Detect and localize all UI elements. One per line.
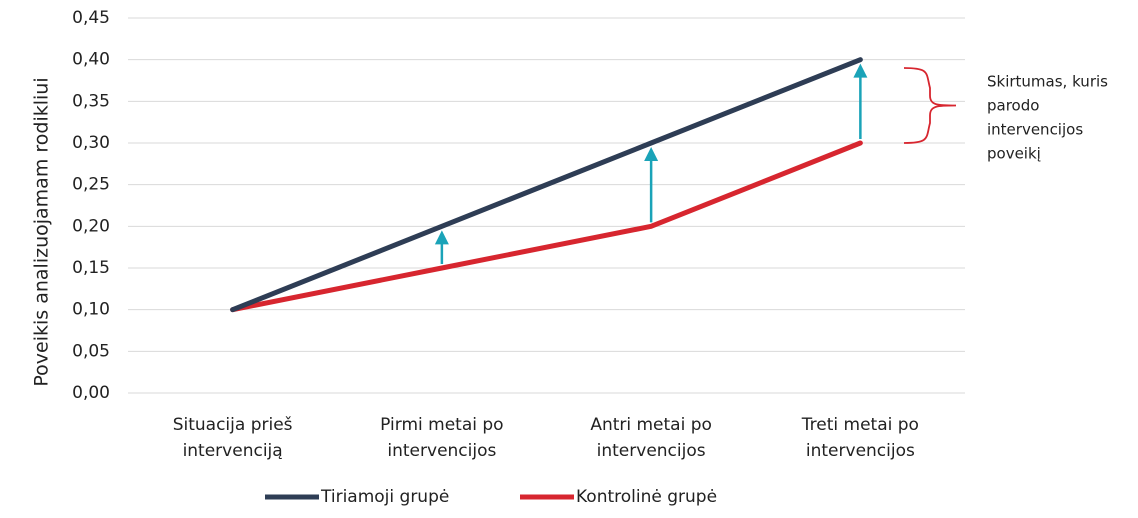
- arrow-head: [853, 63, 868, 78]
- x-tick-label: intervencijos: [806, 441, 915, 461]
- y-axis-label: Poveikis analizuojamam rodikliui: [31, 77, 53, 386]
- annotation-text: Skirtumas, kuris: [987, 73, 1108, 91]
- x-tick-label: intervencijos: [387, 441, 496, 461]
- x-tick-label: Treti metai po: [801, 415, 919, 435]
- y-tick-label: 0,00: [72, 383, 110, 403]
- y-tick-label: 0,45: [72, 8, 110, 28]
- arrow-head: [434, 230, 449, 245]
- x-tick-label: Antri metai po: [590, 415, 712, 435]
- x-tick-label: intervenciją: [183, 441, 283, 461]
- y-tick-label: 0,15: [72, 258, 110, 278]
- y-tick-label: 0,20: [72, 216, 110, 236]
- y-tick-label: 0,35: [72, 91, 110, 111]
- series-line: [230, 57, 863, 313]
- y-tick-label: 0,40: [72, 50, 110, 70]
- y-tick-label: 0,10: [72, 300, 110, 320]
- annotation-text: intervencijos: [987, 121, 1083, 139]
- annotation-text: poveikį: [987, 145, 1041, 163]
- x-tick-label: Situacija prieš: [173, 415, 293, 435]
- x-tick-label: Pirmi metai po: [380, 415, 503, 435]
- legend-label: Tiriamoji grupė: [320, 487, 449, 507]
- brace: [903, 67, 957, 144]
- y-tick-label: 0,30: [72, 133, 110, 153]
- series-line: [230, 140, 863, 313]
- x-tick-label: intervencijos: [597, 441, 706, 461]
- legend-label: Kontrolinė grupė: [576, 487, 717, 507]
- annotation-text: parodo: [987, 97, 1039, 115]
- y-tick-label: 0,25: [72, 175, 110, 195]
- y-tick-label: 0,05: [72, 341, 110, 361]
- arrow-head: [644, 147, 659, 161]
